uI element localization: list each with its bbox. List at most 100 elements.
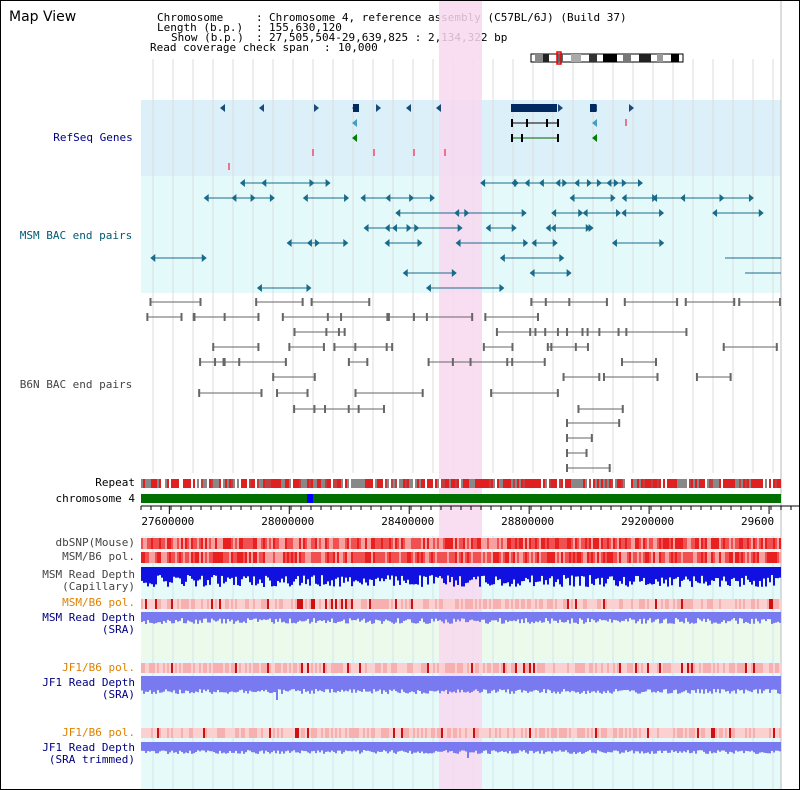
msm-b6-pol-strip: [385, 552, 387, 563]
jf1-b6-pol-strip-2: [171, 728, 173, 738]
jf1-b6-pol-strip-2: [621, 728, 623, 738]
msm-capillary-depth-bar: [597, 567, 599, 579]
repeat-block: [717, 479, 719, 488]
jf1-sra-depth-bar: [173, 676, 175, 691]
jf1-b6-pol-strip: [589, 663, 591, 673]
jf1-trimmed-depth-bar: [593, 742, 595, 753]
jf1-b6-pol-strip: [211, 663, 213, 673]
repeat-block: [281, 479, 283, 488]
jf1-b6-pol-strip: [201, 663, 203, 673]
msm-sra-depth-bar: [155, 612, 157, 624]
repeat-block: [615, 479, 617, 488]
jf1-sra-depth-bar: [253, 676, 255, 693]
msm-b6-pol-strip-2: [253, 599, 255, 609]
msm-sra-depth-bar: [281, 612, 283, 623]
jf1-b6-pol-strip-2: [457, 728, 459, 738]
jf1-trimmed-depth-bar: [479, 742, 481, 754]
jf1-b6-pol-strip: [423, 663, 425, 673]
jf1-b6-pol-strip: [585, 663, 587, 673]
msm-b6-pol-strip-2: [517, 599, 519, 609]
jf1-b6-pol-strip: [363, 663, 365, 673]
jf1-b6-pol-strip-2: [225, 728, 227, 738]
jf1-b6-pol-strip-2: [591, 728, 593, 738]
jf1-sra-depth-bar: [543, 676, 545, 690]
msm-b6-pol-strip: [307, 552, 309, 563]
msm-b6-pol-strip-2: [729, 599, 731, 609]
jf1-b6-pol-strip-2: [393, 728, 395, 738]
msm-b6-pol-strip: [643, 552, 645, 563]
track-label-msm-depth-sra[interactable]: MSM Read Depth: [42, 611, 135, 624]
refseq-mark: [413, 149, 415, 156]
repeat-block: [193, 479, 195, 488]
track-label-chromosome[interactable]: chromosome 4: [55, 492, 135, 505]
jf1-sra-depth-bar: [227, 676, 229, 694]
msm-capillary-depth-bar: [601, 567, 603, 578]
msm-b6-pol-strip-2: [599, 599, 601, 609]
msm-b6-pol-strip-2: [245, 599, 247, 609]
jf1-trimmed-depth-bar: [255, 742, 257, 754]
msm-b6-pol-strip-2: [417, 599, 419, 609]
jf1-b6-pol-strip-2: [669, 728, 671, 738]
dbsnp-strip: [417, 538, 419, 549]
jf1-b6-pol-strip: [773, 663, 775, 673]
jf1-b6-pol-strip-2: [205, 728, 207, 738]
msm-sra-depth-bar: [369, 612, 371, 621]
msm-sra-depth-bar: [413, 612, 415, 624]
msm-bac-end: [306, 284, 312, 292]
msm-b6-pol-strip-2: [375, 599, 377, 609]
msm-b6-pol-strip: [569, 552, 571, 563]
track-label-repeat[interactable]: Repeat: [95, 476, 135, 489]
msm-b6-pol-strip: [301, 552, 303, 563]
dbsnp-strip: [363, 538, 365, 549]
dbsnp-strip: [279, 538, 281, 549]
track-label-refseq[interactable]: RefSeq Genes: [53, 131, 133, 144]
dbsnp-strip: [707, 538, 709, 549]
track-label-msm-b6-pol-2[interactable]: MSM/B6 pol.: [62, 596, 135, 609]
track-label-jf1-depth-trimmed[interactable]: JF1 Read Depth: [42, 741, 135, 754]
msm-sra-depth-bar: [223, 612, 225, 619]
jf1-b6-pol-strip: [739, 663, 741, 673]
jf1-b6-pol-strip: [693, 663, 695, 673]
jf1-sra-depth-bar: [343, 676, 345, 692]
jf1-b6-pol-strip: [771, 663, 773, 673]
msm-sra-depth-bar: [583, 612, 585, 624]
msm-sra-depth-bar: [683, 612, 685, 624]
msm-b6-pol-strip: [471, 552, 473, 563]
dbsnp-strip: [771, 538, 773, 549]
jf1-b6-pol-strip: [731, 663, 733, 673]
jf1-sra-depth-bar: [245, 676, 247, 692]
track-label-dbsnp[interactable]: dbSNP(Mouse): [55, 536, 135, 549]
jf1-b6-pol-strip-2: [295, 728, 297, 738]
jf1-b6-pol-strip-2: [729, 728, 731, 738]
track-label-msm-bac[interactable]: MSM BAC end pairs: [19, 229, 133, 242]
dbsnp-strip: [645, 538, 647, 549]
msm-sra-depth-bar: [307, 612, 309, 619]
repeat-block: [341, 479, 343, 488]
jf1-trimmed-depth-bar: [647, 742, 649, 753]
track-label-b6n-bac[interactable]: B6N BAC end pairs: [19, 378, 133, 391]
dbsnp-strip: [691, 538, 693, 549]
jf1-sra-depth-bar: [395, 676, 397, 692]
track-label-jf1-depth-sra[interactable]: JF1 Read Depth: [42, 676, 135, 689]
jf1-trimmed-depth-bar: [627, 742, 629, 753]
track-label-msm-depth-capillary[interactable]: MSM Read Depth: [42, 568, 135, 581]
msm-b6-pol-strip: [475, 552, 477, 563]
jf1-b6-pol-strip-2: [311, 728, 313, 738]
track-label-msm-b6-pol[interactable]: MSM/B6 pol.: [62, 550, 135, 563]
jf1-b6-pol-strip: [501, 663, 503, 673]
dbsnp-strip: [427, 538, 429, 549]
track-label-jf1-b6-pol-2[interactable]: JF1/B6 pol.: [62, 726, 135, 739]
jf1-trimmed-depth-bar: [231, 742, 233, 753]
msm-b6-pol-strip-2: [321, 599, 323, 609]
jf1-b6-pol-strip: [707, 663, 709, 673]
msm-b6-pol-strip-2: [721, 599, 723, 609]
jf1-sra-depth-bar: [721, 676, 723, 690]
msm-bac-end: [429, 194, 435, 202]
jf1-trimmed-depth-bar: [547, 742, 549, 752]
jf1-sra-depth-bar: [627, 676, 629, 690]
jf1-trimmed-depth-bar: [325, 742, 327, 752]
refseq-gene-arrow: [314, 104, 319, 112]
jf1-trimmed-depth-bar: [429, 742, 431, 754]
track-label-jf1-b6-pol[interactable]: JF1/B6 pol.: [62, 661, 135, 674]
